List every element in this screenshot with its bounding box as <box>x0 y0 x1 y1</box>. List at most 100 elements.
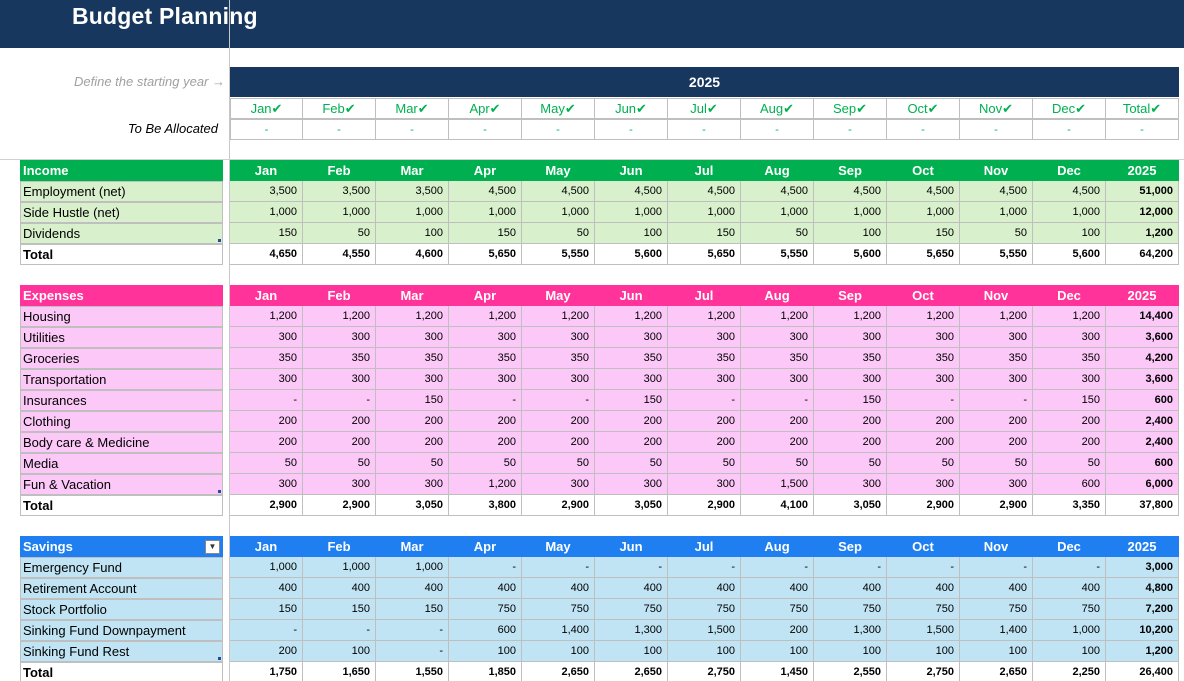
table-cell[interactable]: Mar <box>376 160 449 181</box>
table-cell[interactable]: 300 <box>960 474 1033 495</box>
table-cell[interactable]: 150 <box>668 223 741 244</box>
table-cell[interactable]: 2,900 <box>668 495 741 516</box>
table-cell[interactable]: 4,500 <box>887 181 960 202</box>
table-cell[interactable]: 2,900 <box>230 495 303 516</box>
table-cell[interactable]: 400 <box>668 578 741 599</box>
table-cell[interactable]: 350 <box>230 348 303 369</box>
table-cell[interactable]: Aug <box>741 160 814 181</box>
table-cell[interactable]: 50 <box>595 453 668 474</box>
table-cell[interactable]: 4,500 <box>960 181 1033 202</box>
table-cell[interactable]: 1,200 <box>376 306 449 327</box>
table-cell[interactable]: - <box>230 390 303 411</box>
table-row-label[interactable]: Dividends <box>20 223 223 244</box>
table-cell[interactable]: Jan <box>230 285 303 306</box>
table-cell[interactable]: 150 <box>376 390 449 411</box>
table-cell[interactable]: 150 <box>449 223 522 244</box>
table-cell[interactable]: 300 <box>887 369 960 390</box>
table-cell[interactable]: 300 <box>522 327 595 348</box>
table-cell[interactable]: - <box>668 390 741 411</box>
table-cell[interactable]: 1,000 <box>595 202 668 223</box>
table-row-label[interactable]: Fun & Vacation <box>20 474 223 495</box>
table-cell[interactable]: 2025 <box>1106 536 1179 557</box>
table-cell[interactable]: - <box>814 557 887 578</box>
table-cell[interactable]: 350 <box>303 348 376 369</box>
table-cell[interactable]: 200 <box>741 432 814 453</box>
table-cell[interactable]: 750 <box>960 599 1033 620</box>
table-cell[interactable]: 5,600 <box>814 244 887 265</box>
table-cell[interactable]: Jun <box>595 536 668 557</box>
expenses-header-row-label[interactable]: Expenses <box>20 285 223 306</box>
table-cell[interactable]: 300 <box>960 327 1033 348</box>
table-cell[interactable]: 200 <box>230 432 303 453</box>
table-cell[interactable]: 6,000 <box>1106 474 1179 495</box>
table-cell[interactable]: 750 <box>741 599 814 620</box>
table-cell[interactable]: May <box>522 285 595 306</box>
table-cell[interactable]: - <box>741 557 814 578</box>
table-cell[interactable]: 3,600 <box>1106 327 1179 348</box>
table-cell[interactable]: 1,200 <box>960 306 1033 327</box>
table-cell[interactable]: 200 <box>376 432 449 453</box>
table-cell[interactable]: Dec <box>1033 285 1106 306</box>
table-cell[interactable]: - <box>741 390 814 411</box>
table-cell[interactable]: Aug <box>741 285 814 306</box>
table-cell[interactable]: 200 <box>960 411 1033 432</box>
dropdown-arrow-icon[interactable]: ▼ <box>205 540 220 554</box>
table-cell[interactable]: 400 <box>230 578 303 599</box>
table-cell[interactable]: 1,400 <box>522 620 595 641</box>
table-cell[interactable]: 350 <box>595 348 668 369</box>
table-cell[interactable]: 200 <box>814 432 887 453</box>
table-cell[interactable]: 750 <box>814 599 887 620</box>
table-cell[interactable]: 100 <box>522 641 595 662</box>
table-cell[interactable]: 4,600 <box>376 244 449 265</box>
table-row-label[interactable]: Emergency Fund <box>20 557 223 578</box>
table-cell[interactable]: Jan <box>230 160 303 181</box>
table-cell[interactable]: 100 <box>960 641 1033 662</box>
table-cell[interactable]: Jan <box>230 536 303 557</box>
table-cell[interactable]: 600 <box>449 620 522 641</box>
table-cell[interactable]: Sep <box>814 160 887 181</box>
table-cell[interactable]: 1,000 <box>230 557 303 578</box>
table-cell[interactable]: Feb <box>303 285 376 306</box>
table-cell[interactable]: 750 <box>668 599 741 620</box>
table-cell[interactable]: 2,650 <box>595 662 668 681</box>
table-cell[interactable]: 750 <box>522 599 595 620</box>
table-cell[interactable]: 300 <box>230 369 303 390</box>
table-cell[interactable]: 100 <box>595 223 668 244</box>
table-cell[interactable]: Dec <box>1033 536 1106 557</box>
table-cell[interactable]: 1,200 <box>522 306 595 327</box>
table-cell[interactable]: 1,000 <box>303 557 376 578</box>
table-cell[interactable]: 350 <box>668 348 741 369</box>
table-cell[interactable]: 100 <box>1033 223 1106 244</box>
table-cell[interactable]: 100 <box>668 641 741 662</box>
table-cell[interactable]: 200 <box>303 411 376 432</box>
table-cell[interactable]: 750 <box>1033 599 1106 620</box>
table-cell[interactable]: 4,500 <box>814 181 887 202</box>
table-cell[interactable]: 400 <box>522 578 595 599</box>
table-cell[interactable]: 400 <box>1033 578 1106 599</box>
table-cell[interactable]: 200 <box>960 432 1033 453</box>
table-cell[interactable]: 2,750 <box>887 662 960 681</box>
table-cell[interactable]: 200 <box>522 432 595 453</box>
table-cell[interactable]: 300 <box>668 327 741 348</box>
table-cell[interactable]: 3,800 <box>449 495 522 516</box>
table-cell[interactable]: 350 <box>376 348 449 369</box>
table-cell[interactable]: Feb <box>303 160 376 181</box>
table-cell[interactable]: 3,500 <box>376 181 449 202</box>
table-cell[interactable]: 1,200 <box>1106 641 1179 662</box>
table-cell[interactable]: 300 <box>814 327 887 348</box>
table-cell[interactable]: - <box>376 641 449 662</box>
table-cell[interactable]: 300 <box>741 369 814 390</box>
table-cell[interactable]: - <box>303 390 376 411</box>
table-cell[interactable]: 1,550 <box>376 662 449 681</box>
table-cell[interactable]: 300 <box>522 369 595 390</box>
table-cell[interactable]: 1,200 <box>1033 306 1106 327</box>
table-cell[interactable]: Oct <box>887 285 960 306</box>
table-cell[interactable]: 1,200 <box>449 474 522 495</box>
table-cell[interactable]: 600 <box>1106 390 1179 411</box>
income-header-row-label[interactable]: Income <box>20 160 223 181</box>
table-cell[interactable]: 10,200 <box>1106 620 1179 641</box>
table-cell[interactable]: - <box>449 557 522 578</box>
table-cell[interactable]: 300 <box>814 369 887 390</box>
table-cell[interactable]: 1,450 <box>741 662 814 681</box>
table-cell[interactable]: 50 <box>230 453 303 474</box>
